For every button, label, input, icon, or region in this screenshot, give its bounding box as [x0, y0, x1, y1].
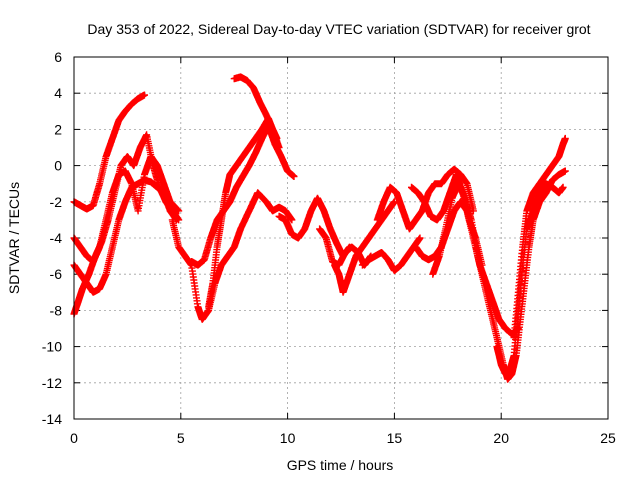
series-sat-o [412, 198, 522, 338]
y-tick-label: -10 [42, 339, 62, 355]
data-point-markers [493, 180, 567, 378]
axis-ticks: 0 5 10 15 20 25 -14 -12 -10 -8 -6 -4 -2 0 2 4 6 [42, 49, 616, 446]
data-point-markers [331, 198, 398, 296]
series-sat-r [510, 134, 569, 342]
x-tick-label: 25 [600, 430, 616, 446]
y-tick-label: 0 [54, 158, 62, 174]
x-tick-label: 20 [493, 430, 509, 446]
data-point-markers [230, 73, 283, 151]
data-point-markers [510, 134, 569, 342]
plot-frame [73, 56, 609, 420]
x-tick-label: 15 [387, 430, 403, 446]
chart-title: Day 353 of 2022, Sidereal Day-to-day VTE… [87, 21, 590, 37]
y-tick-label: 2 [54, 121, 62, 137]
data-point-markers [168, 189, 296, 323]
data-point-markers [275, 194, 353, 260]
series-sat-c [70, 131, 183, 318]
y-tick-label: -8 [50, 302, 63, 318]
y-tick-label: -4 [50, 230, 63, 246]
series-sat-g [205, 115, 281, 311]
y-tick-label: 4 [54, 85, 62, 101]
data-points [70, 73, 569, 383]
x-tick-label: 5 [177, 430, 185, 446]
y-tick-label: -14 [42, 411, 62, 427]
y-axis-label: SDTVAR / TECUs [6, 182, 22, 294]
y-tick-label: 6 [54, 49, 62, 65]
series-sat-m [373, 165, 477, 233]
y-tick-label: -2 [50, 194, 63, 210]
x-axis-label: GPS time / hours [287, 457, 394, 473]
data-point-markers [412, 198, 522, 338]
series-sat-h [230, 73, 283, 151]
y-tick-label: -6 [50, 266, 63, 282]
series-sat-q [493, 180, 567, 378]
data-point-markers [70, 131, 183, 318]
series-sat-e [168, 189, 296, 323]
data-point-markers [373, 165, 477, 233]
x-tick-label: 0 [70, 430, 78, 446]
series-sat-k [331, 198, 398, 296]
y-tick-label: -12 [42, 375, 62, 391]
data-point-markers [205, 115, 281, 311]
x-tick-label: 10 [280, 430, 296, 446]
series-sat-i [275, 194, 353, 260]
